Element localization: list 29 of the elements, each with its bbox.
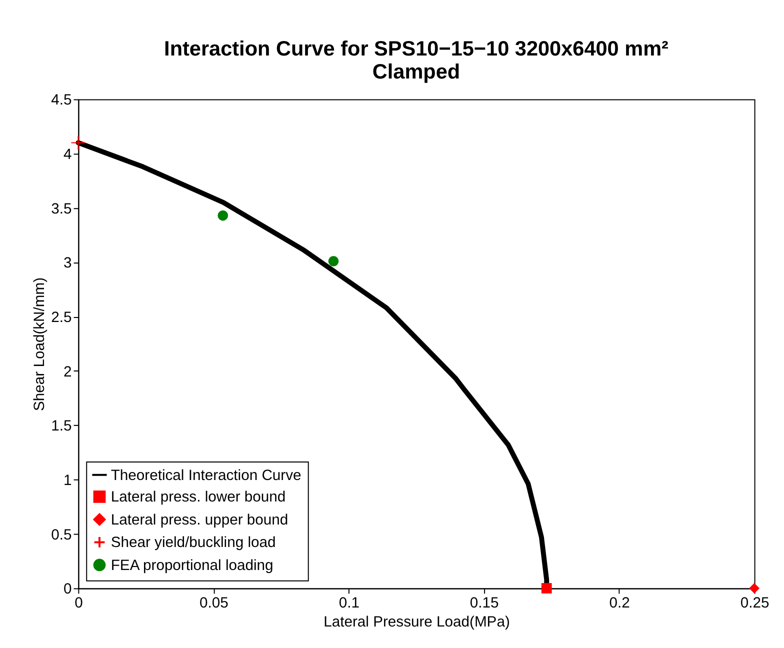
x-axis-title: Lateral Pressure Load(MPa)	[324, 614, 510, 630]
y-tick-label: 1.5	[51, 418, 72, 435]
y-tick-label: 0.5	[51, 527, 72, 544]
y-tick-label: 2.5	[51, 310, 72, 326]
y-tick-label: 3.5	[51, 201, 72, 218]
y-tick-label: 2	[64, 364, 72, 380]
point	[70, 135, 86, 150]
y-tick-label: 0	[64, 582, 72, 598]
point	[749, 583, 760, 594]
x-tick-label: 0.1	[338, 596, 360, 612]
legend-label: FEA proportional loading	[110, 558, 274, 574]
point	[328, 256, 339, 266]
y-tick-label: 3	[64, 256, 72, 272]
point	[218, 210, 228, 221]
y-tick-label: 4.5	[51, 92, 72, 109]
legend-label: Lateral press. upper bound	[110, 512, 288, 528]
y-tick-label: 1	[64, 473, 72, 490]
x-tick-label: 0.2	[609, 596, 630, 612]
chart-title: Interaction Curve for SPS10−15−10 3200x6400 mm² Clamped	[164, 38, 669, 84]
legend-label: Shear yield/buckling load	[110, 535, 276, 552]
point	[541, 583, 552, 594]
x-tick-label: 0.05	[199, 596, 228, 612]
y-tick-label: 4	[64, 147, 72, 164]
x-tick-label: 0.15	[470, 596, 499, 612]
x-tick-label: 0.25	[740, 596, 770, 612]
legend-label: Theoretical Interaction Curve	[110, 468, 302, 484]
y-axis-title: Shear Load(kN/mm)	[32, 277, 48, 411]
x-tick-label: 0	[74, 596, 83, 612]
legend-label: Lateral press. lower bound	[110, 490, 286, 506]
